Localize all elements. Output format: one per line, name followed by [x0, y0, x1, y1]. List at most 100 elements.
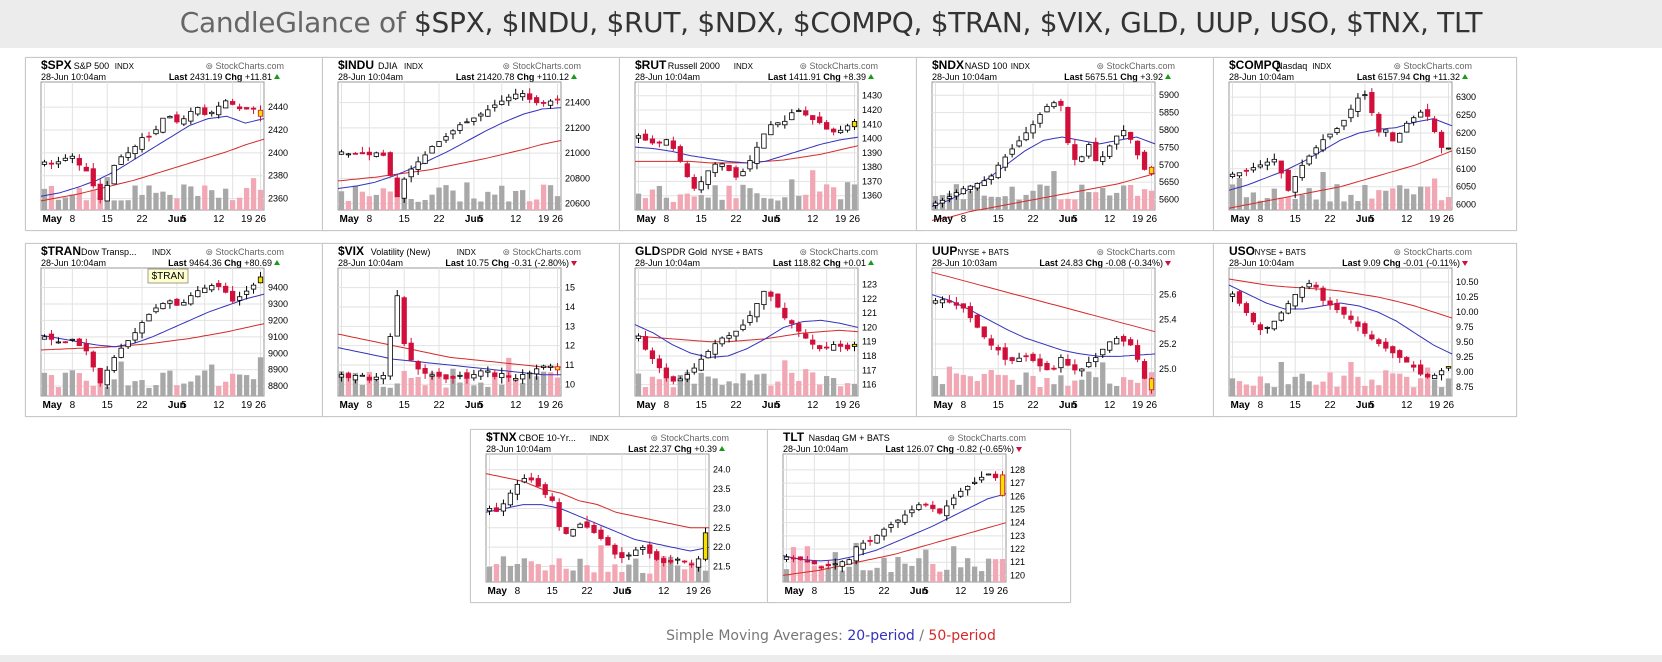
chart-panel-tlt[interactable]: TLT Nasdaq GM + BATS ⊚ StockCharts.com 28-J… [767, 429, 1071, 603]
volume-bar [493, 564, 500, 582]
candle-body [195, 290, 201, 298]
candle-body [401, 178, 407, 199]
candle [960, 303, 966, 313]
candle-body [1299, 164, 1305, 179]
candle [485, 366, 491, 378]
y-tick-label: 128 [1010, 465, 1025, 475]
chart-timestamp: 28-Jun 10:04am [783, 444, 848, 454]
volume-bar [988, 196, 994, 210]
x-tick-label: 5 [1072, 214, 1078, 225]
candle-body [598, 529, 604, 539]
volume-bar [1355, 201, 1361, 210]
candle [1250, 311, 1257, 325]
candle-body [981, 326, 987, 338]
chart-panel-rut[interactable]: $RUT Russell 2000 INDX ⊚ StockCharts.com 28-… [619, 57, 923, 231]
candle-body [761, 290, 767, 306]
candle-body [789, 320, 795, 324]
chart-panel-compq[interactable]: $COMPQ Nasdaq INDX ⊚ StockCharts.com 28-Jun … [1213, 57, 1517, 231]
volume-bar [995, 374, 1001, 396]
candle-body [953, 192, 960, 197]
sma20-legend-link[interactable]: 20-period [847, 628, 915, 644]
volume-bar [202, 370, 208, 396]
candle-body [366, 151, 372, 156]
candle [1334, 126, 1340, 135]
chart-panel-indu[interactable]: $INDU DJIA INDX ⊚ StockCharts.com 28-Jun 10:… [322, 57, 626, 231]
candle-body [139, 137, 145, 150]
candle-body [661, 558, 667, 564]
chart-panel-vix[interactable]: $VIX Volatility (New) INDX ⊚ StockCharts.co… [322, 243, 626, 417]
chart-panel-gld[interactable]: GLD SPDR Gold NYSE + BATS ⊚ StockCharts.com… [619, 243, 923, 417]
volume-bar [132, 381, 138, 396]
chart-panel-spx[interactable]: $SPX S&P 500 INDX ⊚ StockCharts.com 28-Jun 1… [25, 57, 329, 231]
chart-timestamp: 28-Jun 10:04am [41, 258, 106, 268]
candle [1141, 358, 1148, 380]
candle-body [591, 525, 597, 533]
volume-bar [1009, 186, 1015, 210]
volume-bar [1030, 375, 1036, 396]
candle [1016, 352, 1022, 363]
x-tick-label: 26 [1443, 400, 1455, 411]
volume-bar [366, 196, 373, 210]
volume-bar [1376, 190, 1382, 210]
volume-bar [1369, 379, 1375, 396]
volume-bar [747, 380, 753, 396]
candle-body [1148, 166, 1155, 174]
volume-bar [649, 189, 656, 210]
candle-body [1107, 145, 1113, 157]
chart-name: Russell 2000 [668, 61, 720, 71]
candle [691, 363, 697, 375]
candle [775, 293, 781, 309]
candle [1355, 93, 1361, 118]
candle-body [670, 140, 676, 149]
candle [104, 366, 110, 389]
candle-body [1285, 169, 1291, 191]
candle-body [1065, 107, 1071, 144]
candle [1037, 353, 1043, 372]
volume-bar [1250, 192, 1257, 210]
candle [118, 343, 124, 359]
chart-panel-tnx[interactable]: $TNX CBOE 10-Yr... INDX ⊚ StockCharts.com 28… [470, 429, 774, 603]
candle [747, 155, 753, 172]
candle [1292, 293, 1298, 310]
chart-panel-tran[interactable]: $TRAN Dow Transp... INDX ⊚ StockCharts.com 2… [25, 243, 329, 417]
volume-bar [521, 558, 527, 582]
y-tick-label: 21400 [565, 98, 590, 108]
volume-bar [1362, 185, 1368, 210]
candle-body [733, 330, 739, 337]
candle-body [1250, 312, 1257, 323]
chg-label: Chg [1413, 72, 1433, 82]
y-tick-label: 120 [862, 322, 877, 332]
chart-panel-uso[interactable]: USO NYSE + BATS ⊚ StockCharts.com 28-Jun 10… [1213, 243, 1517, 417]
candle [1236, 172, 1243, 178]
candle [1058, 354, 1064, 373]
y-tick-label: 6000 [1456, 200, 1476, 210]
volume-bar [981, 195, 987, 210]
volume-bar [533, 199, 540, 210]
candle [591, 521, 597, 534]
volume-bar [387, 191, 393, 210]
candle-body [1044, 106, 1050, 113]
volume-bar [118, 200, 124, 210]
x-tick-label: 22 [1027, 214, 1039, 225]
sma50-legend-link[interactable]: 50-period [928, 628, 996, 644]
candle-body [824, 346, 830, 349]
y-tick-label: 12 [565, 341, 575, 351]
candle-body [243, 107, 250, 110]
candle [1250, 162, 1257, 173]
chart-panel-uup[interactable]: UUP NYSE + BATS ⊚ StockCharts.com 28-Jun 10… [916, 243, 1220, 417]
candle [1438, 129, 1445, 154]
chart-panel-ndx[interactable]: $NDX NASD 100 INDX ⊚ StockCharts.com 28-Jun … [916, 57, 1220, 231]
x-tick-label: 12 [1401, 400, 1413, 411]
volume-bar [1341, 201, 1347, 210]
candle-body [1299, 286, 1305, 298]
candle-body [146, 313, 152, 322]
volume-bar [257, 189, 264, 210]
chg-label: Chg [225, 72, 245, 82]
candle-body [202, 287, 208, 294]
candle [1327, 297, 1333, 310]
sma20-line [40, 115, 265, 197]
candle-body [243, 290, 250, 295]
candle [500, 499, 507, 517]
x-tick-label: 5 [626, 586, 632, 597]
x-tick-label: 15 [102, 400, 114, 411]
